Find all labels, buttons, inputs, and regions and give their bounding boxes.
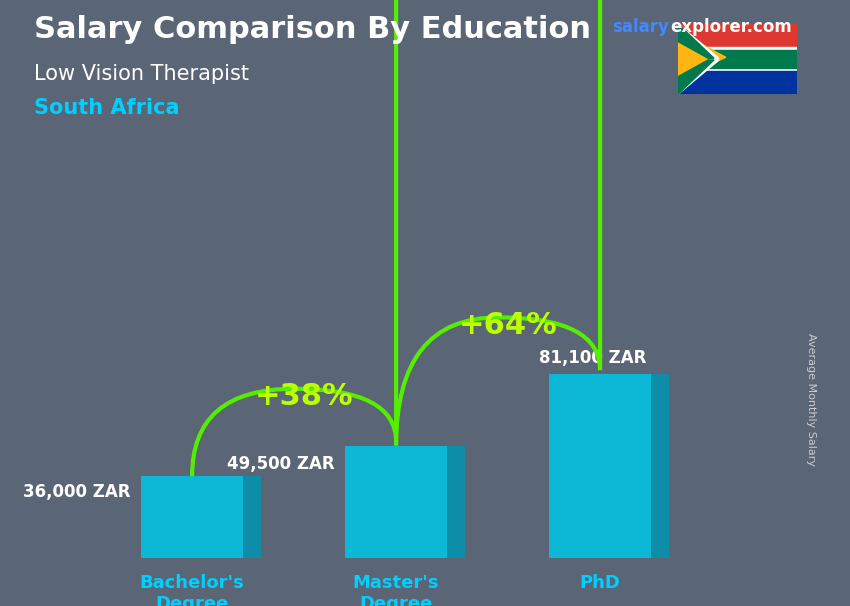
Bar <box>141 476 243 558</box>
Text: 81,100 ZAR: 81,100 ZAR <box>539 349 646 367</box>
Polygon shape <box>243 476 262 558</box>
Text: Low Vision Therapist: Low Vision Therapist <box>34 64 249 84</box>
Text: salary: salary <box>612 18 669 36</box>
Bar <box>678 24 797 47</box>
Polygon shape <box>678 32 726 86</box>
Bar <box>678 50 797 68</box>
Text: +38%: +38% <box>255 382 354 411</box>
Text: +64%: +64% <box>459 311 558 340</box>
Polygon shape <box>678 24 714 58</box>
Text: Salary Comparison By Education: Salary Comparison By Education <box>34 15 591 44</box>
Bar <box>678 47 797 71</box>
Polygon shape <box>678 24 718 94</box>
Polygon shape <box>447 445 466 558</box>
Polygon shape <box>678 60 719 94</box>
Polygon shape <box>651 375 670 558</box>
Bar <box>678 71 797 94</box>
Bar <box>345 445 447 558</box>
Text: 36,000 ZAR: 36,000 ZAR <box>24 483 131 501</box>
Bar <box>549 375 651 558</box>
Text: explorer.com: explorer.com <box>670 18 791 36</box>
Text: 49,500 ZAR: 49,500 ZAR <box>227 454 335 473</box>
Polygon shape <box>678 60 714 94</box>
Text: South Africa: South Africa <box>34 98 179 118</box>
Text: Average Monthly Salary: Average Monthly Salary <box>806 333 816 467</box>
Polygon shape <box>678 24 719 58</box>
